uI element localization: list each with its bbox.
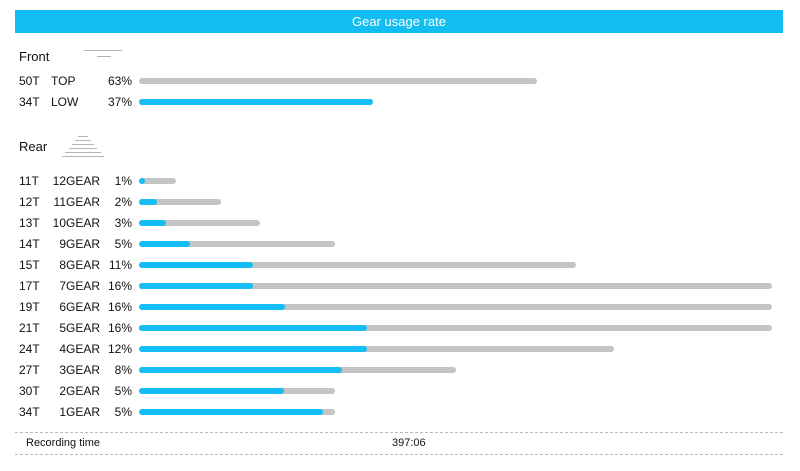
usage-bar-track xyxy=(139,283,772,289)
gear-percent: 5% xyxy=(114,237,132,251)
gear-teeth: 14T xyxy=(19,237,40,251)
rear-gear-row: 15T 8GEAR 11% xyxy=(0,255,800,276)
gear-percent: 5% xyxy=(114,384,132,398)
gear-name: 2GEAR xyxy=(59,384,100,398)
gear-percent: 16% xyxy=(107,300,132,314)
usage-bar-track xyxy=(139,346,614,352)
rear-section-label: Rear xyxy=(19,139,48,154)
gear-name: 6GEAR xyxy=(59,300,100,314)
gear-percent: 37% xyxy=(107,95,132,109)
rear-gear-row: 34T 1GEAR 5% xyxy=(0,402,800,423)
usage-bar-track xyxy=(139,78,537,84)
usage-bar-fill xyxy=(139,409,323,415)
gear-name: 10GEAR xyxy=(52,216,100,230)
gear-name: 9GEAR xyxy=(59,237,100,251)
gear-percent: 2% xyxy=(114,195,132,209)
usage-bar-track xyxy=(139,304,772,310)
gear-name: 11GEAR xyxy=(53,195,100,209)
gear-name: 4GEAR xyxy=(59,342,100,356)
gear-percent: 11% xyxy=(108,258,132,272)
gear-teeth: 30T xyxy=(19,384,40,398)
gear-name: 12GEAR xyxy=(52,174,100,188)
usage-bar-fill xyxy=(139,367,342,373)
rear-gear-row: 13T 10GEAR 3% xyxy=(0,213,800,234)
usage-bar-track xyxy=(139,388,335,394)
usage-bar-track xyxy=(139,220,260,226)
usage-bar-track xyxy=(139,199,221,205)
gear-name: 1GEAR xyxy=(59,405,100,419)
usage-bar-track xyxy=(139,99,373,105)
front-gear-row: 34T LOW 37% xyxy=(0,92,800,113)
gear-percent: 16% xyxy=(107,321,132,335)
gear-name: 7GEAR xyxy=(59,279,100,293)
gear-percent: 5% xyxy=(114,405,132,419)
gear-name: 8GEAR xyxy=(59,258,100,272)
usage-bar-fill xyxy=(139,388,284,394)
gear-teeth: 24T xyxy=(19,342,40,356)
usage-bar-fill xyxy=(139,178,145,184)
rear-gear-row: 11T 12GEAR 1% xyxy=(0,171,800,192)
gear-teeth: 21T xyxy=(19,321,40,335)
gear-name: TOP xyxy=(51,74,76,88)
usage-bar-fill xyxy=(139,346,367,352)
usage-bar-track xyxy=(139,409,335,415)
recording-time-value: 397:06 xyxy=(392,437,426,449)
usage-bar-track xyxy=(139,367,456,373)
usage-bar-track xyxy=(139,325,772,331)
rear-gear-row: 14T 9GEAR 5% xyxy=(0,234,800,255)
usage-bar-fill xyxy=(139,220,166,226)
gear-teeth: 17T xyxy=(19,279,40,293)
recording-time-label: Recording time xyxy=(26,437,100,449)
rear-gear-row: 17T 7GEAR 16% xyxy=(0,276,800,297)
page-title: Gear usage rate xyxy=(352,14,446,29)
gear-name: LOW xyxy=(51,95,79,109)
usage-bar-fill xyxy=(139,304,285,310)
gear-percent: 16% xyxy=(107,279,132,293)
gear-teeth: 50T xyxy=(19,74,40,88)
rear-gear-row: 12T 11GEAR 2% xyxy=(0,192,800,213)
gear-teeth: 34T xyxy=(19,405,40,419)
usage-bar-fill xyxy=(139,99,373,105)
usage-bar-fill xyxy=(139,199,157,205)
rear-gear-row: 30T 2GEAR 5% xyxy=(0,381,800,402)
footer-bottom-divider xyxy=(15,454,783,455)
gear-percent: 3% xyxy=(114,216,132,230)
rear-gear-row: 27T 3GEAR 8% xyxy=(0,360,800,381)
gear-name: 5GEAR xyxy=(59,321,100,335)
gear-teeth: 11T xyxy=(19,174,39,188)
front-section-label: Front xyxy=(19,49,50,64)
usage-bar-fill xyxy=(139,283,253,289)
rear-gear-row: 21T 5GEAR 16% xyxy=(0,318,800,339)
rear-gear-row: 19T 6GEAR 16% xyxy=(0,297,800,318)
gear-teeth: 12T xyxy=(19,195,40,209)
gear-percent: 8% xyxy=(114,363,132,377)
usage-bar-fill xyxy=(139,241,190,247)
gear-teeth: 19T xyxy=(19,300,40,314)
gear-teeth: 27T xyxy=(19,363,40,377)
gear-name: 3GEAR xyxy=(59,363,100,377)
gear-teeth: 13T xyxy=(19,216,40,230)
gear-percent: 12% xyxy=(107,342,132,356)
title-bar: Gear usage rate xyxy=(15,10,783,33)
rear-gear-row: 24T 4GEAR 12% xyxy=(0,339,800,360)
gear-teeth: 15T xyxy=(19,258,40,272)
usage-bar-track xyxy=(139,178,176,184)
footer-top-divider xyxy=(15,432,783,433)
usage-bar-track xyxy=(139,241,335,247)
usage-bar-track xyxy=(139,262,576,268)
gear-percent: 1% xyxy=(114,174,132,188)
usage-bar-fill xyxy=(139,262,253,268)
usage-bar-fill xyxy=(139,325,367,331)
front-gear-row: 50T TOP 63% xyxy=(0,71,800,92)
gear-percent: 63% xyxy=(107,74,132,88)
gear-teeth: 34T xyxy=(19,95,40,109)
